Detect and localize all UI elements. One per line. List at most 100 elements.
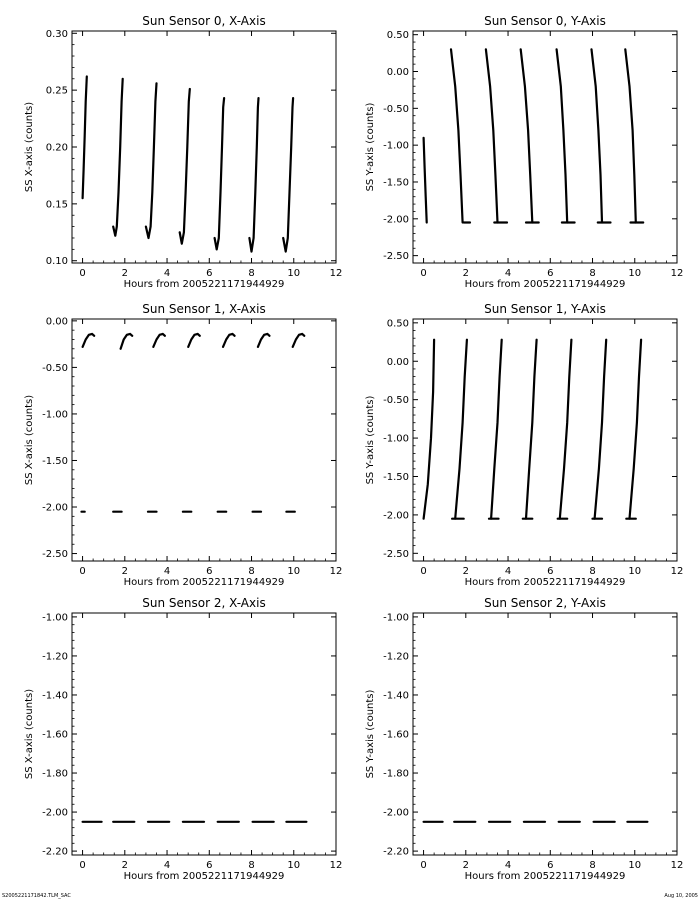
chart-panel-5: Sun Sensor 2, Y-Axis 0 2 4 6 8 10 12 -2.20 -2.00 -… bbox=[365, 596, 683, 882]
x-axis-label: Hours from 2005221171944929 bbox=[124, 871, 285, 882]
x-tick-label: 6 bbox=[206, 860, 212, 871]
y-tick-label: 0.30 bbox=[46, 29, 68, 40]
chart-panel-3: Sun Sensor 1, Y-Axis 0 2 4 6 8 10 12 -2.50 -2.00 -… bbox=[365, 302, 683, 588]
x-tick-label: 4 bbox=[505, 268, 511, 279]
data-series-segment-2 bbox=[152, 332, 166, 348]
data-series-segment-4 bbox=[221, 332, 236, 348]
y-axis-label: SS Y-axis (counts) bbox=[365, 395, 376, 484]
x-tick-label: 4 bbox=[505, 860, 511, 871]
y-tick-label: -1.50 bbox=[42, 456, 68, 467]
x-tick-label: 6 bbox=[547, 268, 553, 279]
plot-frame bbox=[412, 318, 678, 562]
y-tick-label: 0.10 bbox=[46, 256, 68, 267]
y-tick-label: -1.50 bbox=[383, 177, 409, 188]
data-series-segment-9 bbox=[590, 48, 604, 224]
x-tick-label: 0 bbox=[79, 860, 85, 871]
data-series-segment-5 bbox=[593, 338, 608, 520]
y-tick-label: 0.50 bbox=[387, 318, 409, 329]
y-axis-label: SS Y-axis (counts) bbox=[365, 102, 376, 191]
x-tick-label: 10 bbox=[628, 860, 641, 871]
y-tick-label: -1.60 bbox=[383, 730, 409, 741]
chart-panel-4: Sun Sensor 2, X-Axis 0 2 4 6 8 10 12 -2.20 -2.00 -… bbox=[24, 596, 342, 882]
data-series-segment-5 bbox=[248, 96, 260, 253]
data-series-segment-3 bbox=[178, 87, 191, 245]
x-tick-label: 8 bbox=[248, 566, 254, 577]
x-tick-label: 0 bbox=[79, 268, 85, 279]
y-tick-label: -2.20 bbox=[42, 847, 68, 858]
y-tick-label: -2.00 bbox=[42, 808, 68, 819]
x-tick-label: 8 bbox=[589, 860, 595, 871]
x-tick-label: 12 bbox=[330, 566, 343, 577]
x-tick-label: 2 bbox=[463, 566, 469, 577]
y-tick-label: -1.00 bbox=[383, 434, 409, 445]
x-tick-label: 0 bbox=[420, 860, 426, 871]
y-tick-label: -2.00 bbox=[383, 214, 409, 225]
data-series-segment-0 bbox=[81, 75, 88, 200]
x-tick-label: 2 bbox=[463, 860, 469, 871]
y-tick-label: -1.00 bbox=[42, 612, 68, 623]
y-tick-label: -1.80 bbox=[42, 769, 68, 780]
y-tick-label: -1.50 bbox=[383, 472, 409, 483]
y-tick-label: 0.50 bbox=[387, 30, 409, 41]
footer-date: Aug 10, 2005 bbox=[664, 893, 698, 899]
plot-frame bbox=[71, 318, 337, 562]
data-series-segment-1 bbox=[449, 48, 464, 224]
data-series-segment-0 bbox=[422, 136, 428, 224]
y-tick-label: -2.00 bbox=[42, 503, 68, 514]
data-series-segment-6 bbox=[291, 332, 306, 348]
x-tick-label: 12 bbox=[671, 860, 684, 871]
data-series-segment-1 bbox=[454, 338, 468, 520]
plot-frame bbox=[412, 612, 678, 856]
chart-panel-2: Sun Sensor 1, X-Axis 0 2 4 6 8 10 12 -2.50 -2.00 -… bbox=[24, 302, 342, 588]
y-tick-label: 0.20 bbox=[46, 143, 68, 154]
data-series-segment-6 bbox=[282, 96, 295, 253]
chart-title: Sun Sensor 1, Y-Axis bbox=[484, 302, 606, 316]
y-tick-label: -1.40 bbox=[383, 690, 409, 701]
y-tick-label: 0.00 bbox=[46, 316, 68, 327]
y-tick-label: -1.60 bbox=[42, 730, 68, 741]
data-series-segment-1 bbox=[112, 77, 124, 237]
x-tick-label: 4 bbox=[164, 860, 170, 871]
y-tick-label: -1.00 bbox=[383, 141, 409, 152]
x-tick-label: 4 bbox=[505, 566, 511, 577]
chart-title: Sun Sensor 0, Y-Axis bbox=[484, 14, 606, 28]
x-tick-label: 8 bbox=[248, 860, 254, 871]
y-tick-label: -2.50 bbox=[42, 549, 68, 560]
y-tick-label: 0.00 bbox=[387, 67, 409, 78]
x-tick-label: 4 bbox=[164, 566, 170, 577]
x-tick-label: 10 bbox=[287, 268, 300, 279]
data-series-segment-2 bbox=[144, 82, 158, 240]
chart-title: Sun Sensor 2, X-Axis bbox=[142, 596, 265, 610]
data-series-segment-6 bbox=[628, 338, 643, 520]
y-axis-label: SS X-axis (counts) bbox=[24, 395, 35, 485]
y-axis-label: SS X-axis (counts) bbox=[24, 689, 35, 779]
chart-panel-0: Sun Sensor 0, X-Axis 0 2 4 6 8 10 12 0.10 0.15 0.2… bbox=[24, 14, 342, 290]
x-tick-label: 2 bbox=[122, 566, 128, 577]
data-series-segment-5 bbox=[519, 48, 534, 224]
y-tick-label: -2.00 bbox=[383, 510, 409, 521]
data-series-segment-4 bbox=[558, 338, 573, 520]
y-tick-label: 0.25 bbox=[46, 86, 68, 97]
x-tick-label: 0 bbox=[420, 268, 426, 279]
x-tick-label: 2 bbox=[463, 268, 469, 279]
y-tick-label: -1.20 bbox=[383, 651, 409, 662]
data-series-segment-0 bbox=[81, 332, 96, 348]
data-series-segment-0 bbox=[422, 338, 436, 520]
x-tick-label: 6 bbox=[547, 860, 553, 871]
x-tick-label: 10 bbox=[628, 268, 641, 279]
x-tick-label: 12 bbox=[671, 268, 684, 279]
plot-frame bbox=[71, 612, 337, 856]
x-tick-label: 8 bbox=[248, 268, 254, 279]
y-tick-label: -0.50 bbox=[42, 363, 68, 374]
plot-frame bbox=[71, 30, 337, 264]
y-tick-label: -1.40 bbox=[42, 690, 68, 701]
x-tick-label: 10 bbox=[287, 860, 300, 871]
x-tick-label: 12 bbox=[671, 566, 684, 577]
x-tick-label: 8 bbox=[589, 268, 595, 279]
x-axis-label: Hours from 2005221171944929 bbox=[465, 871, 626, 882]
chart-title: Sun Sensor 1, X-Axis bbox=[142, 302, 265, 316]
plot-frame bbox=[412, 30, 678, 264]
data-series-segment-5 bbox=[256, 332, 271, 348]
x-tick-label: 2 bbox=[122, 860, 128, 871]
data-series-segment-4 bbox=[213, 96, 226, 251]
